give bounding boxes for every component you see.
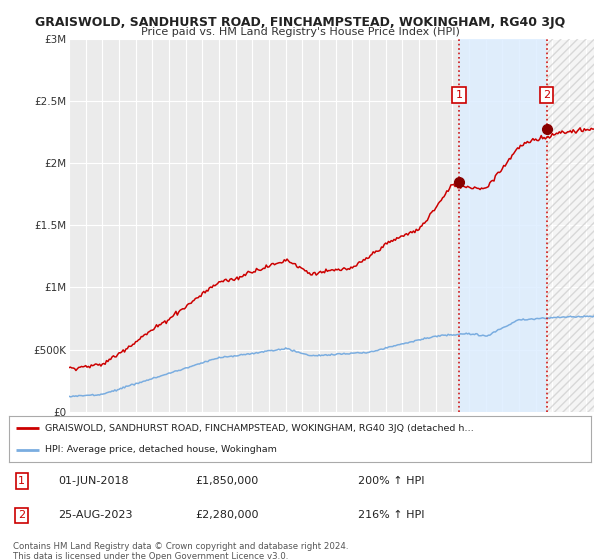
Text: 01-JUN-2018: 01-JUN-2018 <box>58 476 129 486</box>
Text: 1: 1 <box>19 476 25 486</box>
Bar <box>547 39 594 412</box>
Text: Contains HM Land Registry data © Crown copyright and database right 2024.
This d: Contains HM Land Registry data © Crown c… <box>13 542 349 560</box>
Text: Price paid vs. HM Land Registry's House Price Index (HPI): Price paid vs. HM Land Registry's House … <box>140 27 460 37</box>
Text: 2: 2 <box>18 510 25 520</box>
Text: 2: 2 <box>543 90 550 100</box>
Text: 1: 1 <box>456 90 463 100</box>
Text: 216% ↑ HPI: 216% ↑ HPI <box>358 510 425 520</box>
Text: GRAISWOLD, SANDHURST ROAD, FINCHAMPSTEAD, WOKINGHAM, RG40 3JQ (detached h…: GRAISWOLD, SANDHURST ROAD, FINCHAMPSTEAD… <box>45 424 474 433</box>
Text: GRAISWOLD, SANDHURST ROAD, FINCHAMPSTEAD, WOKINGHAM, RG40 3JQ: GRAISWOLD, SANDHURST ROAD, FINCHAMPSTEAD… <box>35 16 565 29</box>
Text: 25-AUG-2023: 25-AUG-2023 <box>58 510 133 520</box>
Text: £1,850,000: £1,850,000 <box>195 476 259 486</box>
Bar <box>460 39 547 412</box>
Text: 200% ↑ HPI: 200% ↑ HPI <box>358 476 425 486</box>
Text: £2,280,000: £2,280,000 <box>195 510 259 520</box>
Text: HPI: Average price, detached house, Wokingham: HPI: Average price, detached house, Woki… <box>45 445 277 454</box>
Bar <box>547 39 594 412</box>
